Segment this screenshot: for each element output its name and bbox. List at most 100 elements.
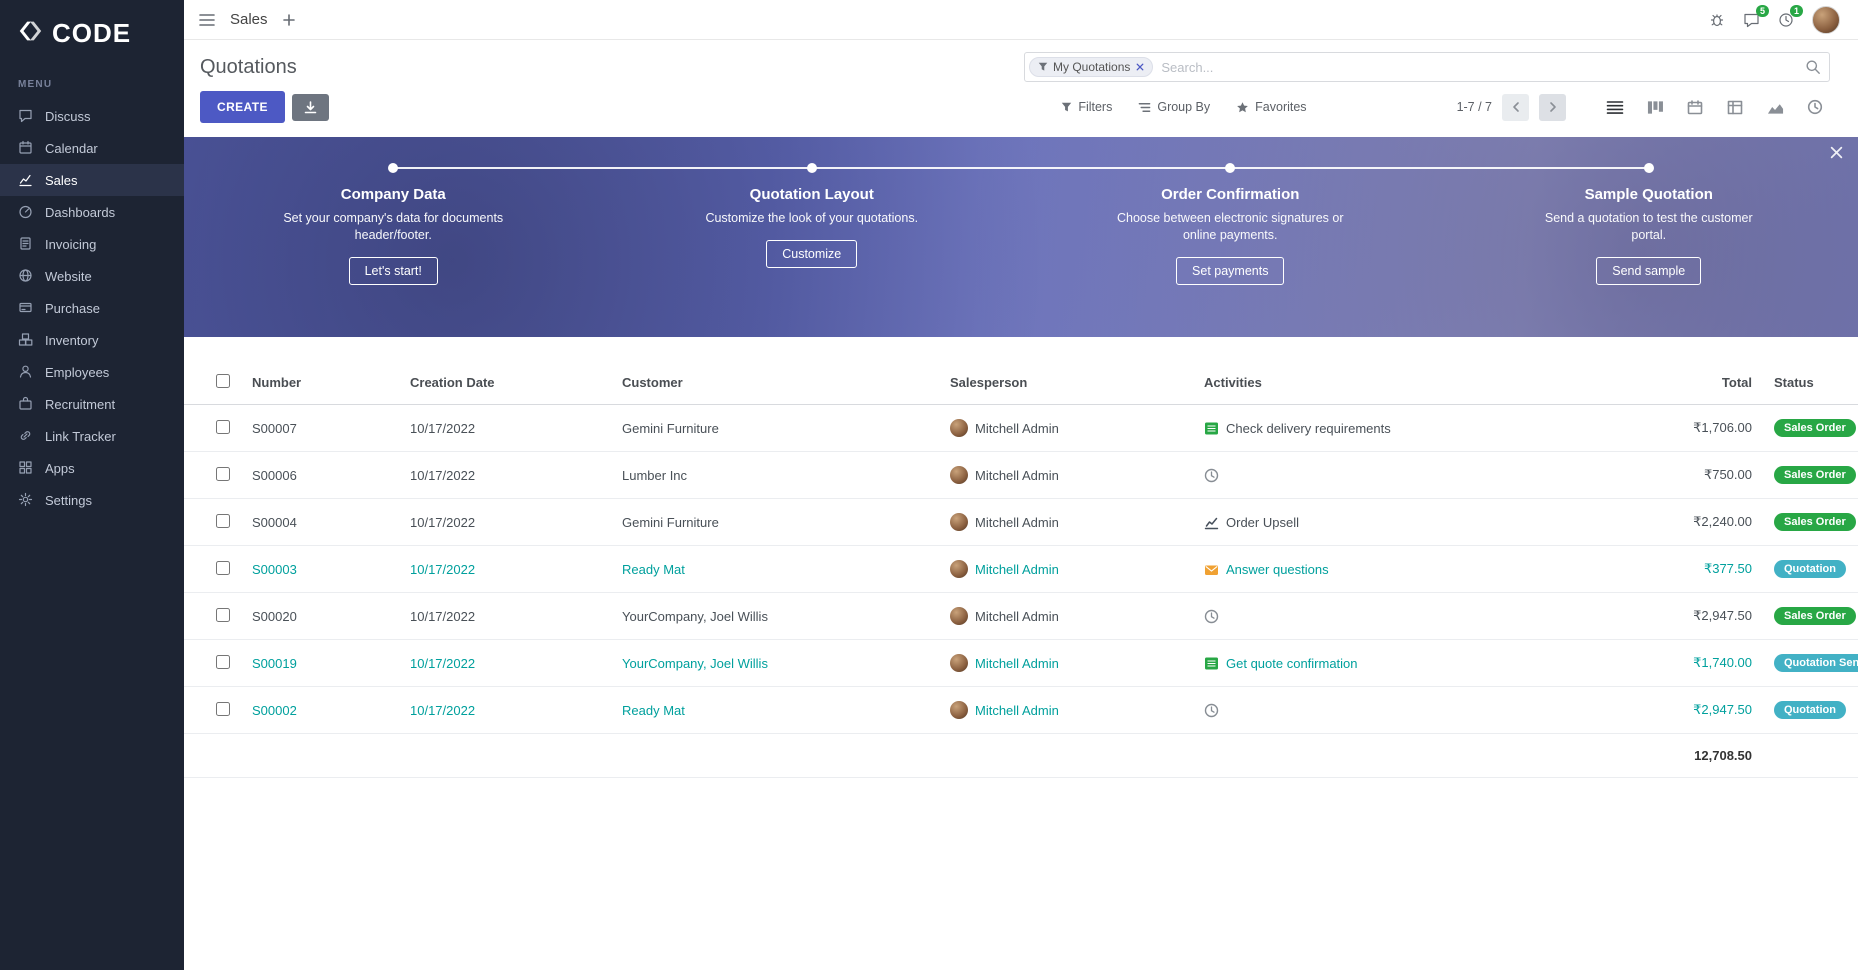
sidebar-item-purchase[interactable]: Purchase	[0, 292, 184, 324]
star-icon	[1236, 101, 1249, 114]
row-checkbox[interactable]	[216, 607, 230, 622]
step-title: Quotation Layout	[749, 186, 874, 203]
row-customer: Gemini Furniture	[614, 498, 942, 546]
new-tab-button[interactable]	[282, 13, 296, 27]
row-status: Sales Order	[1760, 451, 1858, 499]
row-checkbox[interactable]	[216, 560, 230, 575]
favorites-button[interactable]: Favorites	[1236, 100, 1307, 114]
activity-label: Answer questions	[1226, 561, 1329, 577]
table-row[interactable]: S00007 10/17/2022 Gemini Furniture Mitch…	[184, 404, 1858, 452]
activity-icon	[1204, 609, 1219, 624]
row-creation-date: 10/17/2022	[402, 404, 614, 452]
row-activity[interactable]: Order Upsell	[1196, 498, 1574, 546]
view-list-button[interactable]	[1600, 94, 1630, 120]
facet-remove-button[interactable]	[1136, 63, 1144, 71]
row-activity[interactable]	[1196, 686, 1574, 734]
search-facet[interactable]: My Quotations	[1029, 57, 1154, 77]
brand[interactable]: CODE	[0, 0, 184, 59]
view-graph-button[interactable]	[1760, 94, 1790, 120]
col-header-customer[interactable]: Customer	[614, 361, 942, 405]
sidebar-item-employees[interactable]: Employees	[0, 356, 184, 388]
lets-start-button[interactable]: Let's start!	[348, 256, 438, 285]
salesperson-avatar	[950, 607, 968, 625]
sidebar-item-sales[interactable]: Sales	[0, 164, 184, 196]
row-salesperson: Mitchell Admin	[942, 451, 1196, 499]
send-sample-button[interactable]: Send sample	[1596, 256, 1702, 285]
sidebar-item-dashboards[interactable]: Dashboards	[0, 196, 184, 228]
row-checkbox[interactable]	[216, 513, 230, 528]
sidebar-item-website[interactable]: Website	[0, 260, 184, 292]
menu-toggle-button[interactable]	[198, 12, 216, 28]
view-calendar-button[interactable]	[1680, 94, 1710, 120]
view-activity-button[interactable]	[1800, 94, 1830, 120]
topbar-app-name[interactable]: Sales	[230, 11, 268, 28]
sidebar-item-calendar[interactable]: Calendar	[0, 132, 184, 164]
search-bar[interactable]: My Quotations	[1024, 52, 1830, 82]
row-checkbox[interactable]	[216, 654, 230, 669]
activity-icon	[1204, 468, 1219, 483]
table-row[interactable]: S00003 10/17/2022 Ready Mat Mitchell Adm…	[184, 545, 1858, 593]
sales-icon	[18, 172, 34, 188]
search-button[interactable]	[1805, 59, 1821, 75]
col-header-status[interactable]: Status	[1760, 361, 1858, 405]
row-checkbox[interactable]	[216, 419, 230, 434]
customize-button[interactable]: Customize	[766, 239, 858, 268]
view-pivot-button[interactable]	[1720, 94, 1750, 120]
row-activity[interactable]	[1196, 592, 1574, 640]
salesperson-name: Mitchell Admin	[975, 562, 1059, 577]
salesperson-name: Mitchell Admin	[975, 421, 1059, 436]
chart-icon	[1204, 517, 1219, 529]
website-icon	[18, 268, 34, 284]
pager-next-button[interactable]	[1539, 93, 1566, 121]
table-row[interactable]: S00002 10/17/2022 Ready Mat Mitchell Adm…	[184, 686, 1858, 734]
table-row[interactable]: S00020 10/17/2022 YourCompany, Joel Will…	[184, 592, 1858, 640]
table-row[interactable]: S00006 10/17/2022 Lumber Inc Mitchell Ad…	[184, 451, 1858, 499]
col-header-number[interactable]: Number	[244, 361, 402, 405]
row-activity[interactable]	[1196, 451, 1574, 499]
sidebar-item-invoicing[interactable]: Invoicing	[0, 228, 184, 260]
set-payments-button[interactable]: Set payments	[1176, 256, 1285, 285]
sidebar-item-recruitment[interactable]: Recruitment	[0, 388, 184, 420]
row-status: Quotation Sent	[1760, 639, 1858, 687]
row-creation-date: 10/17/2022	[402, 498, 614, 546]
row-checkbox[interactable]	[216, 466, 230, 481]
status-badge: Sales Order	[1774, 466, 1856, 484]
employees-icon	[18, 364, 34, 380]
banner-close-button[interactable]	[1830, 146, 1843, 164]
view-kanban-button[interactable]	[1640, 94, 1670, 120]
col-header-creation-date[interactable]: Creation Date	[402, 361, 614, 405]
salesperson-avatar	[950, 513, 968, 531]
group-by-button[interactable]: Group By	[1138, 100, 1210, 114]
clock-icon	[1204, 468, 1219, 482]
row-checkbox[interactable]	[216, 701, 230, 716]
select-all-checkbox[interactable]	[216, 374, 230, 388]
activities-button[interactable]: 1	[1778, 4, 1803, 28]
col-header-salesperson[interactable]: Salesperson	[942, 361, 1196, 405]
apps-icon	[18, 460, 34, 476]
sidebar-item-apps[interactable]: Apps	[0, 452, 184, 484]
sidebar-item-link-tracker[interactable]: Link Tracker	[0, 420, 184, 452]
sidebar-item-inventory[interactable]: Inventory	[0, 324, 184, 356]
create-button[interactable]: CREATE	[200, 91, 285, 123]
export-button[interactable]	[291, 93, 329, 121]
row-activity[interactable]: Answer questions	[1196, 545, 1574, 593]
pager-prev-button[interactable]	[1502, 93, 1529, 121]
sidebar-item-settings[interactable]: Settings	[0, 484, 184, 516]
row-salesperson: Mitchell Admin	[942, 686, 1196, 734]
row-activity[interactable]: Get quote confirmation	[1196, 639, 1574, 687]
user-avatar[interactable]	[1812, 5, 1840, 34]
table-row[interactable]: S00019 10/17/2022 YourCompany, Joel Will…	[184, 639, 1858, 687]
col-header-activities[interactable]: Activities	[1196, 361, 1574, 405]
table-row[interactable]: S00004 10/17/2022 Gemini Furniture Mitch…	[184, 498, 1858, 546]
pager: 1-7 / 7	[1457, 93, 1566, 121]
row-number: S00006	[244, 451, 402, 499]
sidebar-item-discuss[interactable]: Discuss	[0, 100, 184, 132]
row-activity[interactable]: Check delivery requirements	[1196, 404, 1574, 452]
debug-button[interactable]	[1709, 12, 1725, 28]
sidebar-item-label: Website	[45, 268, 92, 284]
messages-button[interactable]: 5	[1743, 4, 1769, 28]
col-header-total[interactable]: Total	[1574, 361, 1760, 405]
filters-button[interactable]: Filters	[1061, 100, 1112, 114]
table-header-row: Number Creation Date Customer Salesperso…	[184, 361, 1858, 405]
search-input[interactable]	[1153, 59, 1805, 75]
